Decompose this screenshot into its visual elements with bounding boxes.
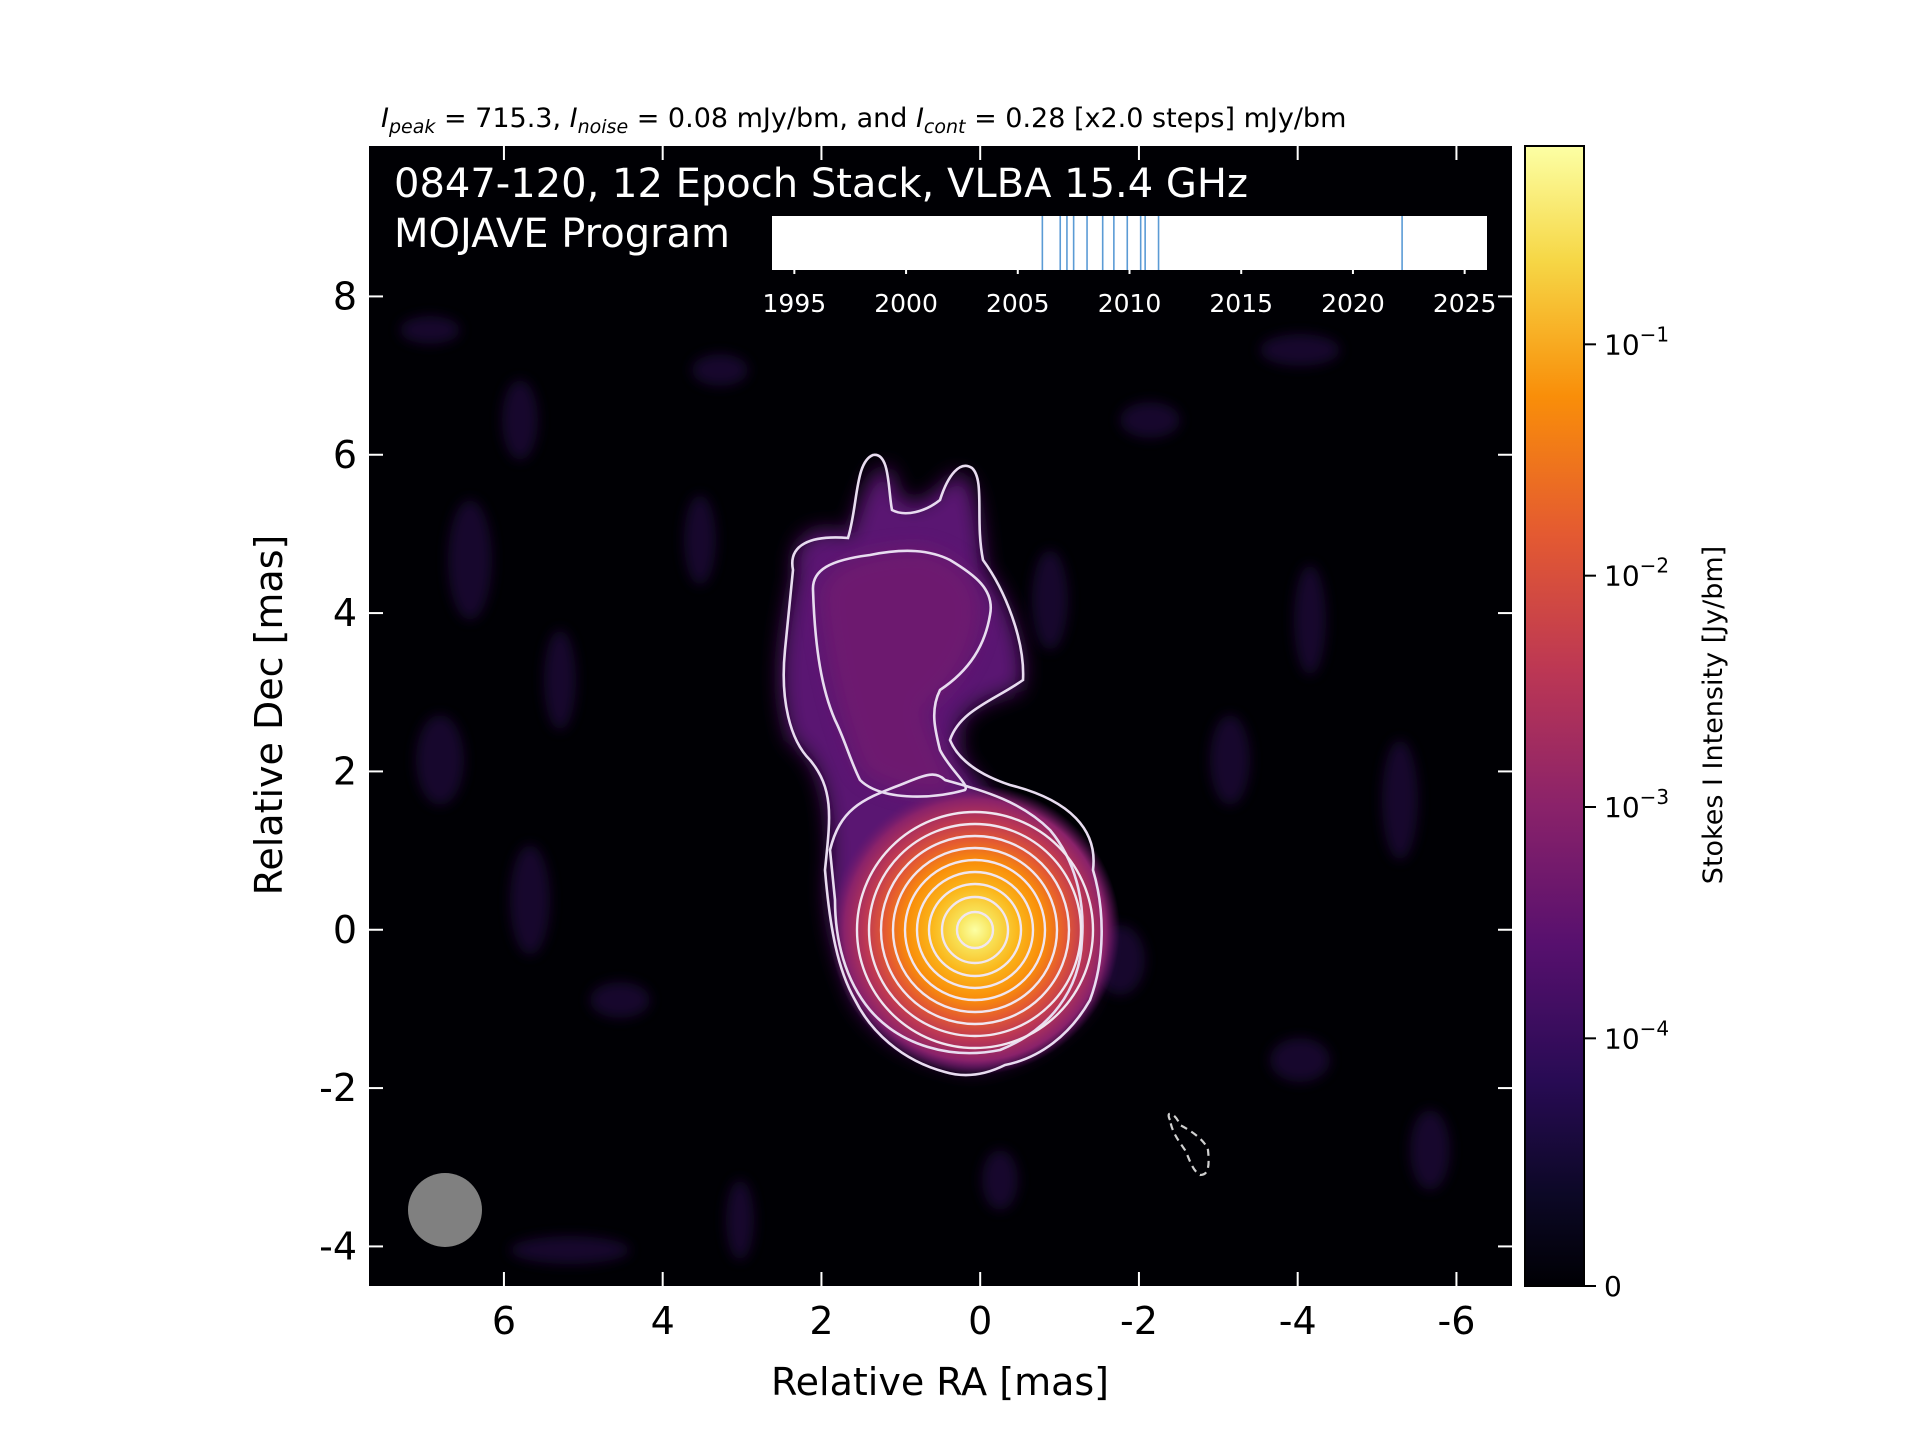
core-contours bbox=[855, 810, 1095, 1050]
contour-7 bbox=[891, 846, 1059, 1014]
x-tick-label: -4 bbox=[1279, 1299, 1317, 1343]
y-tick-label: -4 bbox=[319, 1224, 357, 1268]
contour-6 bbox=[879, 834, 1071, 1026]
y-tick-label: 8 bbox=[333, 274, 357, 318]
colorbar-tick-label: 0 bbox=[1604, 1270, 1622, 1303]
contours bbox=[782, 453, 1103, 1077]
contour-10 bbox=[927, 882, 1023, 978]
x-tick-label: -6 bbox=[1437, 1299, 1475, 1343]
contour-outer bbox=[782, 453, 1103, 1077]
contour-4 bbox=[855, 810, 1095, 1050]
contour-8 bbox=[903, 858, 1047, 1002]
source-label: 0847-120, 12 Epoch Stack, VLBA 15.4 GHz bbox=[394, 161, 1248, 207]
y-tick-label: 6 bbox=[333, 433, 357, 477]
colorbar-tick-label: 10−1 bbox=[1604, 322, 1669, 361]
program-label: MOJAVE Program bbox=[394, 211, 730, 257]
plot-title: Ipeak = 715.3, Inoise = 0.08 mJy/bm, and… bbox=[381, 103, 1346, 138]
contour-5 bbox=[867, 822, 1083, 1038]
colorbar: 10−1 10−2 10−3 10−4 0 Stokes I Intensity [Jy… bbox=[1524, 145, 1729, 1303]
colorbar-tick-label: 10−2 bbox=[1604, 554, 1669, 593]
timeline-tick-label: 2000 bbox=[874, 289, 938, 318]
x-tick-label: 6 bbox=[492, 1299, 516, 1343]
timeline-tick-label: 2005 bbox=[986, 289, 1050, 318]
contour-9 bbox=[915, 870, 1035, 990]
y-axis-label: Relative Dec [mas] bbox=[247, 535, 291, 896]
colorbar-label: Stokes I Intensity [Jy/bm] bbox=[1698, 546, 1729, 884]
image-panel: 0847-120, 12 Epoch Stack, VLBA 15.4 GHz … bbox=[319, 146, 1512, 1343]
x-tick-label: 0 bbox=[968, 1299, 992, 1343]
contour-3 bbox=[828, 773, 1084, 1055]
y-tick-label: 2 bbox=[333, 749, 357, 793]
timeline-tick-label: 2020 bbox=[1321, 289, 1385, 318]
x-axis-label: Relative RA [mas] bbox=[771, 1360, 1109, 1404]
beam-ellipse bbox=[408, 1173, 482, 1247]
contour-2 bbox=[811, 549, 993, 798]
x-tick-label: 4 bbox=[651, 1299, 675, 1343]
epoch-timeline: 1995 2000 2005 2010 2015 2020 2025 bbox=[763, 216, 1497, 318]
timeline-tick-label: 2015 bbox=[1209, 289, 1273, 318]
timeline-box bbox=[772, 216, 1487, 270]
colorbar-gradient bbox=[1524, 145, 1585, 1287]
timeline-tick-label: 2010 bbox=[1098, 289, 1162, 318]
x-tick-label: 2 bbox=[809, 1299, 833, 1343]
colorbar-tick-label: 10−4 bbox=[1604, 1016, 1669, 1055]
contour-12 bbox=[955, 910, 995, 950]
timeline-tick-label: 2025 bbox=[1433, 289, 1497, 318]
y-tick-label: 0 bbox=[333, 908, 357, 952]
y-tick-label: -2 bbox=[319, 1066, 357, 1110]
timeline-tick-label: 1995 bbox=[763, 289, 827, 318]
jet-knot bbox=[820, 548, 981, 794]
core-emission bbox=[830, 785, 1120, 1075]
x-tick-label: -2 bbox=[1120, 1299, 1158, 1343]
colorbar-tick-label: 10−3 bbox=[1604, 785, 1669, 824]
y-tick-label: 4 bbox=[333, 591, 357, 635]
negative-contour bbox=[1167, 1112, 1210, 1177]
contour-11 bbox=[940, 895, 1010, 965]
